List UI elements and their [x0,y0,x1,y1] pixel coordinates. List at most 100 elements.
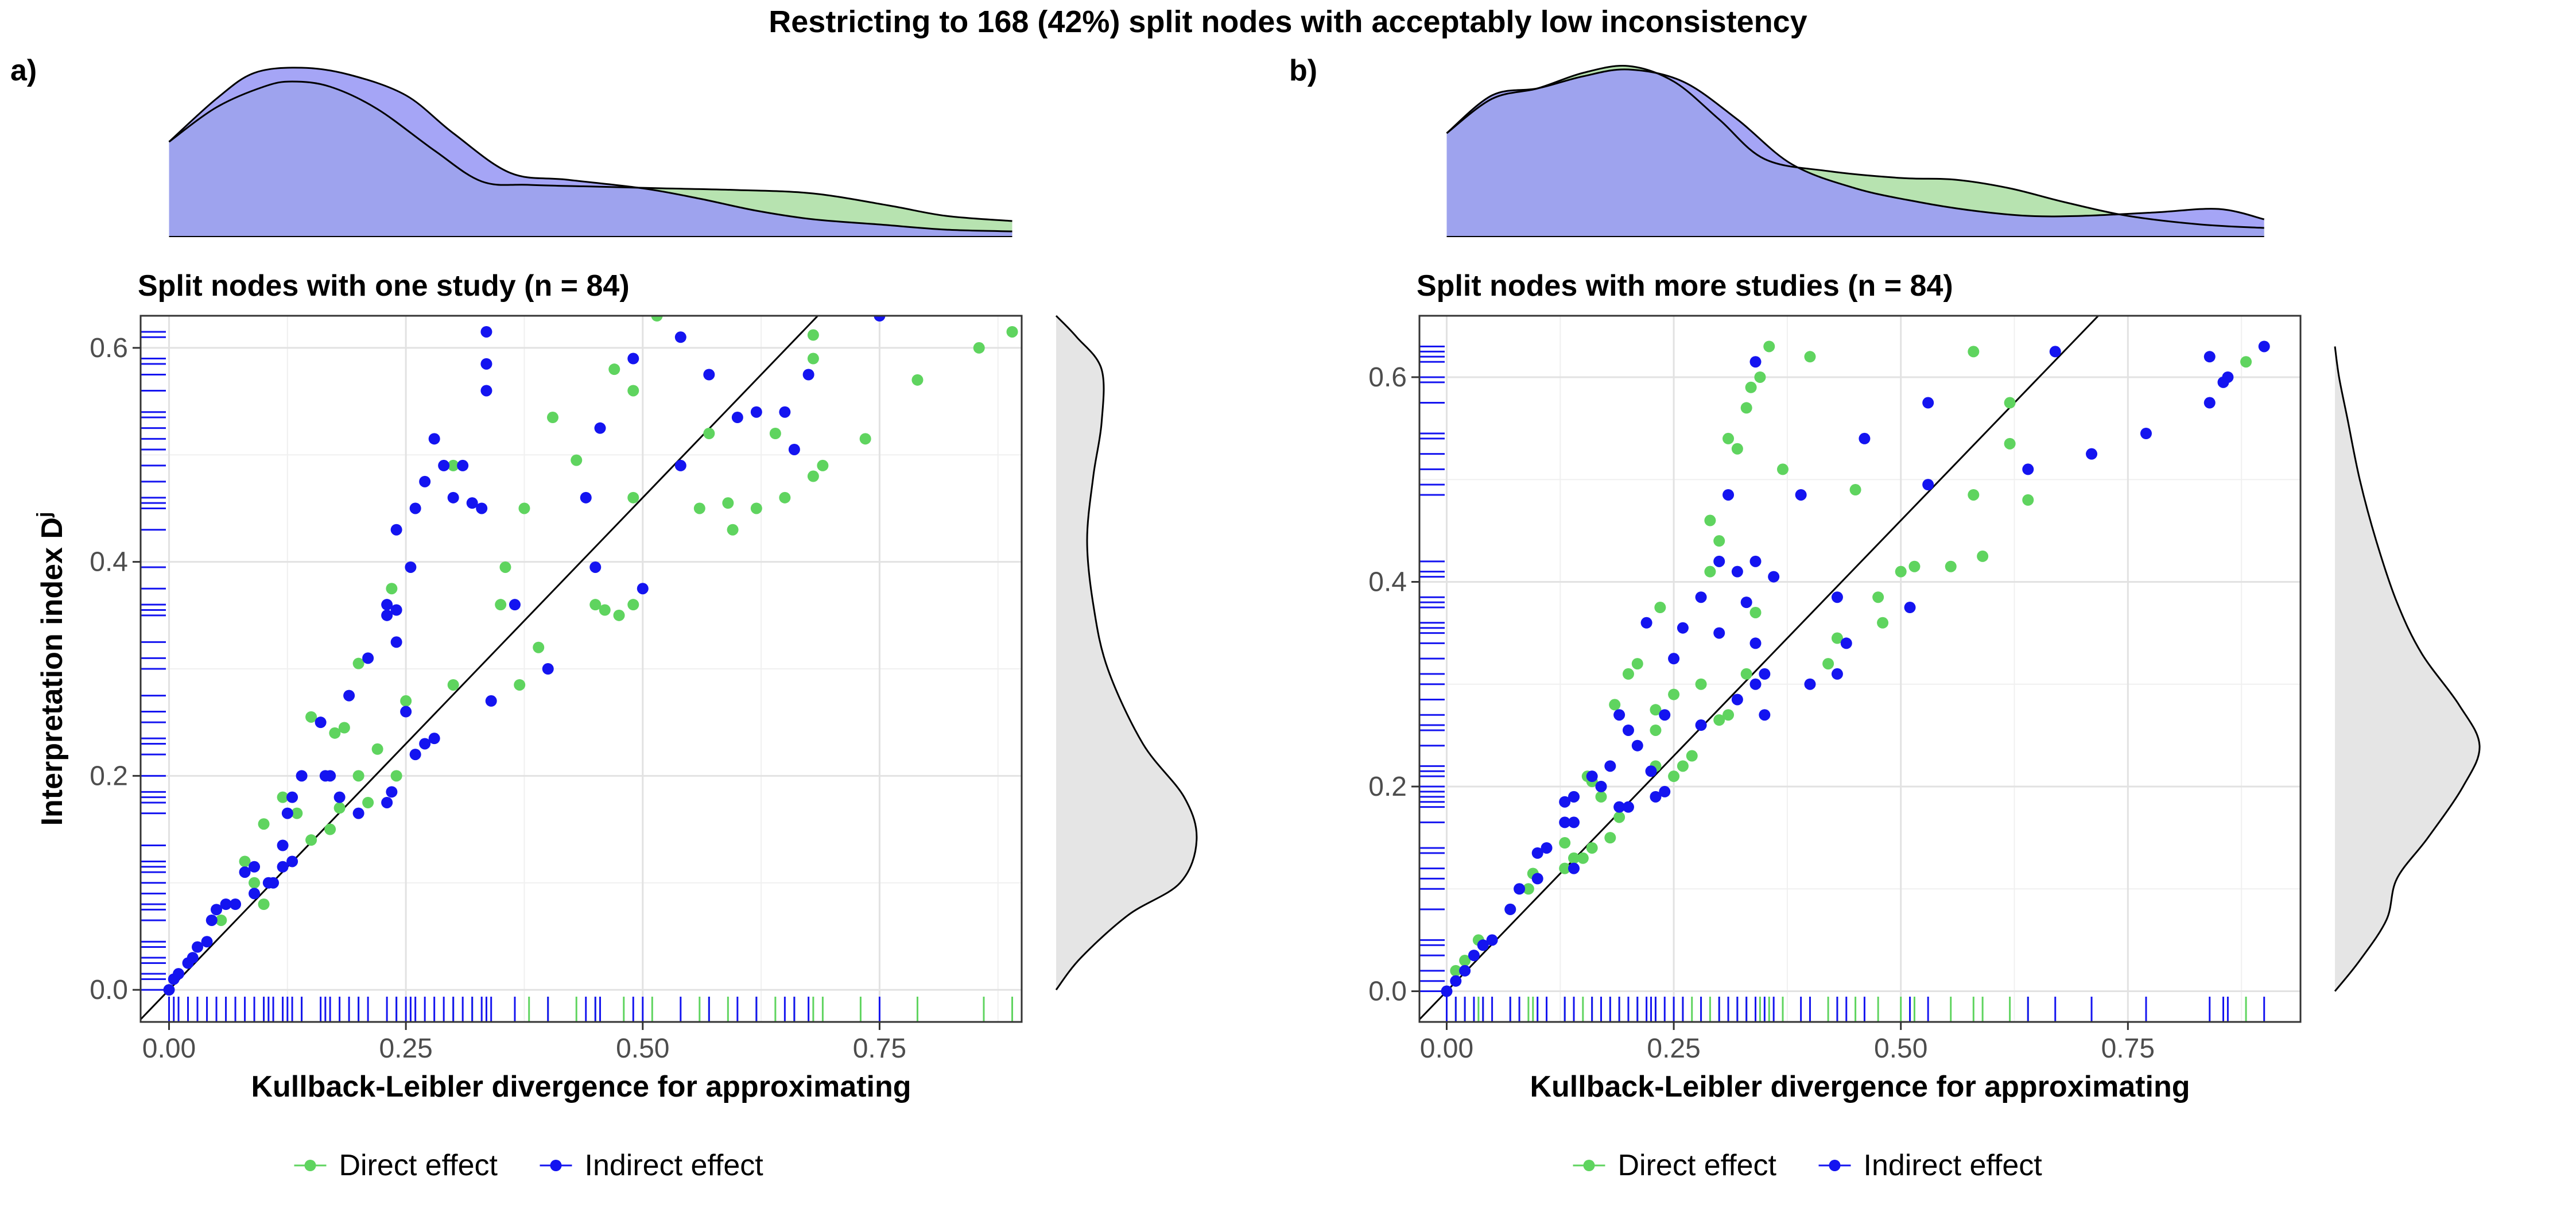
point-indirect [674,331,686,343]
point-indirect [249,888,261,900]
point-indirect [1514,883,1526,895]
point-direct [400,695,412,707]
point-indirect [589,561,602,573]
x-tick-label: 0.75 [2101,1033,2155,1064]
point-indirect [333,791,346,803]
right-density-area [2335,346,2480,992]
point-indirect [1441,985,1453,997]
point-indirect [192,941,204,953]
point-direct [1749,606,1762,618]
point-direct [329,727,341,739]
point-indirect [674,459,686,471]
point-indirect [1731,566,1743,578]
point-indirect [779,406,791,418]
point-indirect [485,695,497,707]
panel-b: b) Split nodes with more studies (n = 84)… [1289,54,2481,1103]
panel-label: b) [1289,54,1317,87]
point-indirect [874,316,886,322]
point-direct [1677,760,1689,772]
point-direct [305,834,317,846]
y-axis: 0.0 0.2 0.4 0.6 [1368,362,1419,1007]
point-indirect [1768,571,1780,583]
point-direct [518,502,530,514]
point-direct [1613,811,1625,823]
point-indirect [1450,975,1462,987]
point-direct [1968,346,1980,358]
point-indirect [2140,428,2152,439]
x-axis-title: Kullback-Leibler divergence for approxim… [1530,1070,2190,1103]
point-indirect [1740,597,1752,609]
point-indirect [2203,397,2216,409]
legend-key-dot-indirect [550,1160,562,1171]
right-density-line [2334,346,2481,992]
point-indirect [703,369,715,381]
point-direct [533,641,545,653]
point-indirect [390,524,402,536]
point-indirect [381,796,393,808]
point-direct [1704,514,1716,526]
legend-label-indirect: Indirect effect [1864,1149,2043,1182]
point-direct [546,412,558,424]
point-direct [627,385,639,397]
point-direct [352,657,364,669]
series-indirect [163,316,886,996]
legend-label-direct: Direct effect [1618,1149,1777,1182]
point-indirect [230,898,242,910]
point-direct [1849,484,1861,496]
point-indirect [1613,709,1625,721]
y-tick-label: 0.0 [90,975,128,1005]
panel-label: a) [10,54,37,87]
point-indirect [390,636,402,648]
point-direct [807,470,819,482]
point-direct [362,796,374,808]
legend-a: Direct effect Indirect effect [294,1149,763,1182]
point-direct [1631,658,1643,670]
point-indirect [409,502,421,514]
point-direct [1754,371,1766,383]
point-indirect [1695,591,1707,603]
x-tick-label: 0.25 [1647,1033,1700,1064]
point-direct [1650,724,1662,736]
point-indirect [1650,791,1662,803]
point-indirect [1595,781,1607,792]
point-indirect [405,561,417,573]
point-direct [1609,699,1621,711]
right-density [2334,346,2481,992]
point-direct [499,561,511,573]
point-direct [769,428,781,439]
point-direct [1568,852,1580,864]
point-direct [693,502,705,514]
point-indirect [1659,785,1671,797]
point-indirect [249,861,261,873]
point-indirect [362,652,374,664]
plot-content [1419,316,2270,1022]
point-indirect [1749,555,1762,567]
point-indirect [1659,709,1671,721]
point-indirect [205,914,218,926]
y-tick-label: 0.2 [1368,772,1407,802]
point-indirect [1795,489,1807,501]
point-direct [1595,791,1607,803]
point-indirect [466,497,478,509]
point-direct [305,711,317,723]
point-direct [779,491,791,504]
point-direct [1977,550,1989,562]
point-direct [2004,397,2016,409]
point-indirect [1759,709,1771,721]
point-indirect [1804,678,1816,690]
point-indirect [262,877,274,889]
point-direct [1668,770,1680,783]
point-indirect [2049,346,2061,358]
y-tick-label: 0.6 [1368,362,1407,393]
point-indirect [1477,939,1489,951]
point-indirect [1645,765,1657,777]
point-indirect [296,770,308,782]
point-indirect [182,957,194,969]
gridlines [141,316,1022,1022]
point-direct [1686,750,1698,762]
point-direct [333,802,346,814]
x-tick-label: 0.75 [853,1033,906,1064]
rug-x [168,997,1013,1022]
point-direct [1908,560,1921,572]
point-direct [324,823,336,835]
